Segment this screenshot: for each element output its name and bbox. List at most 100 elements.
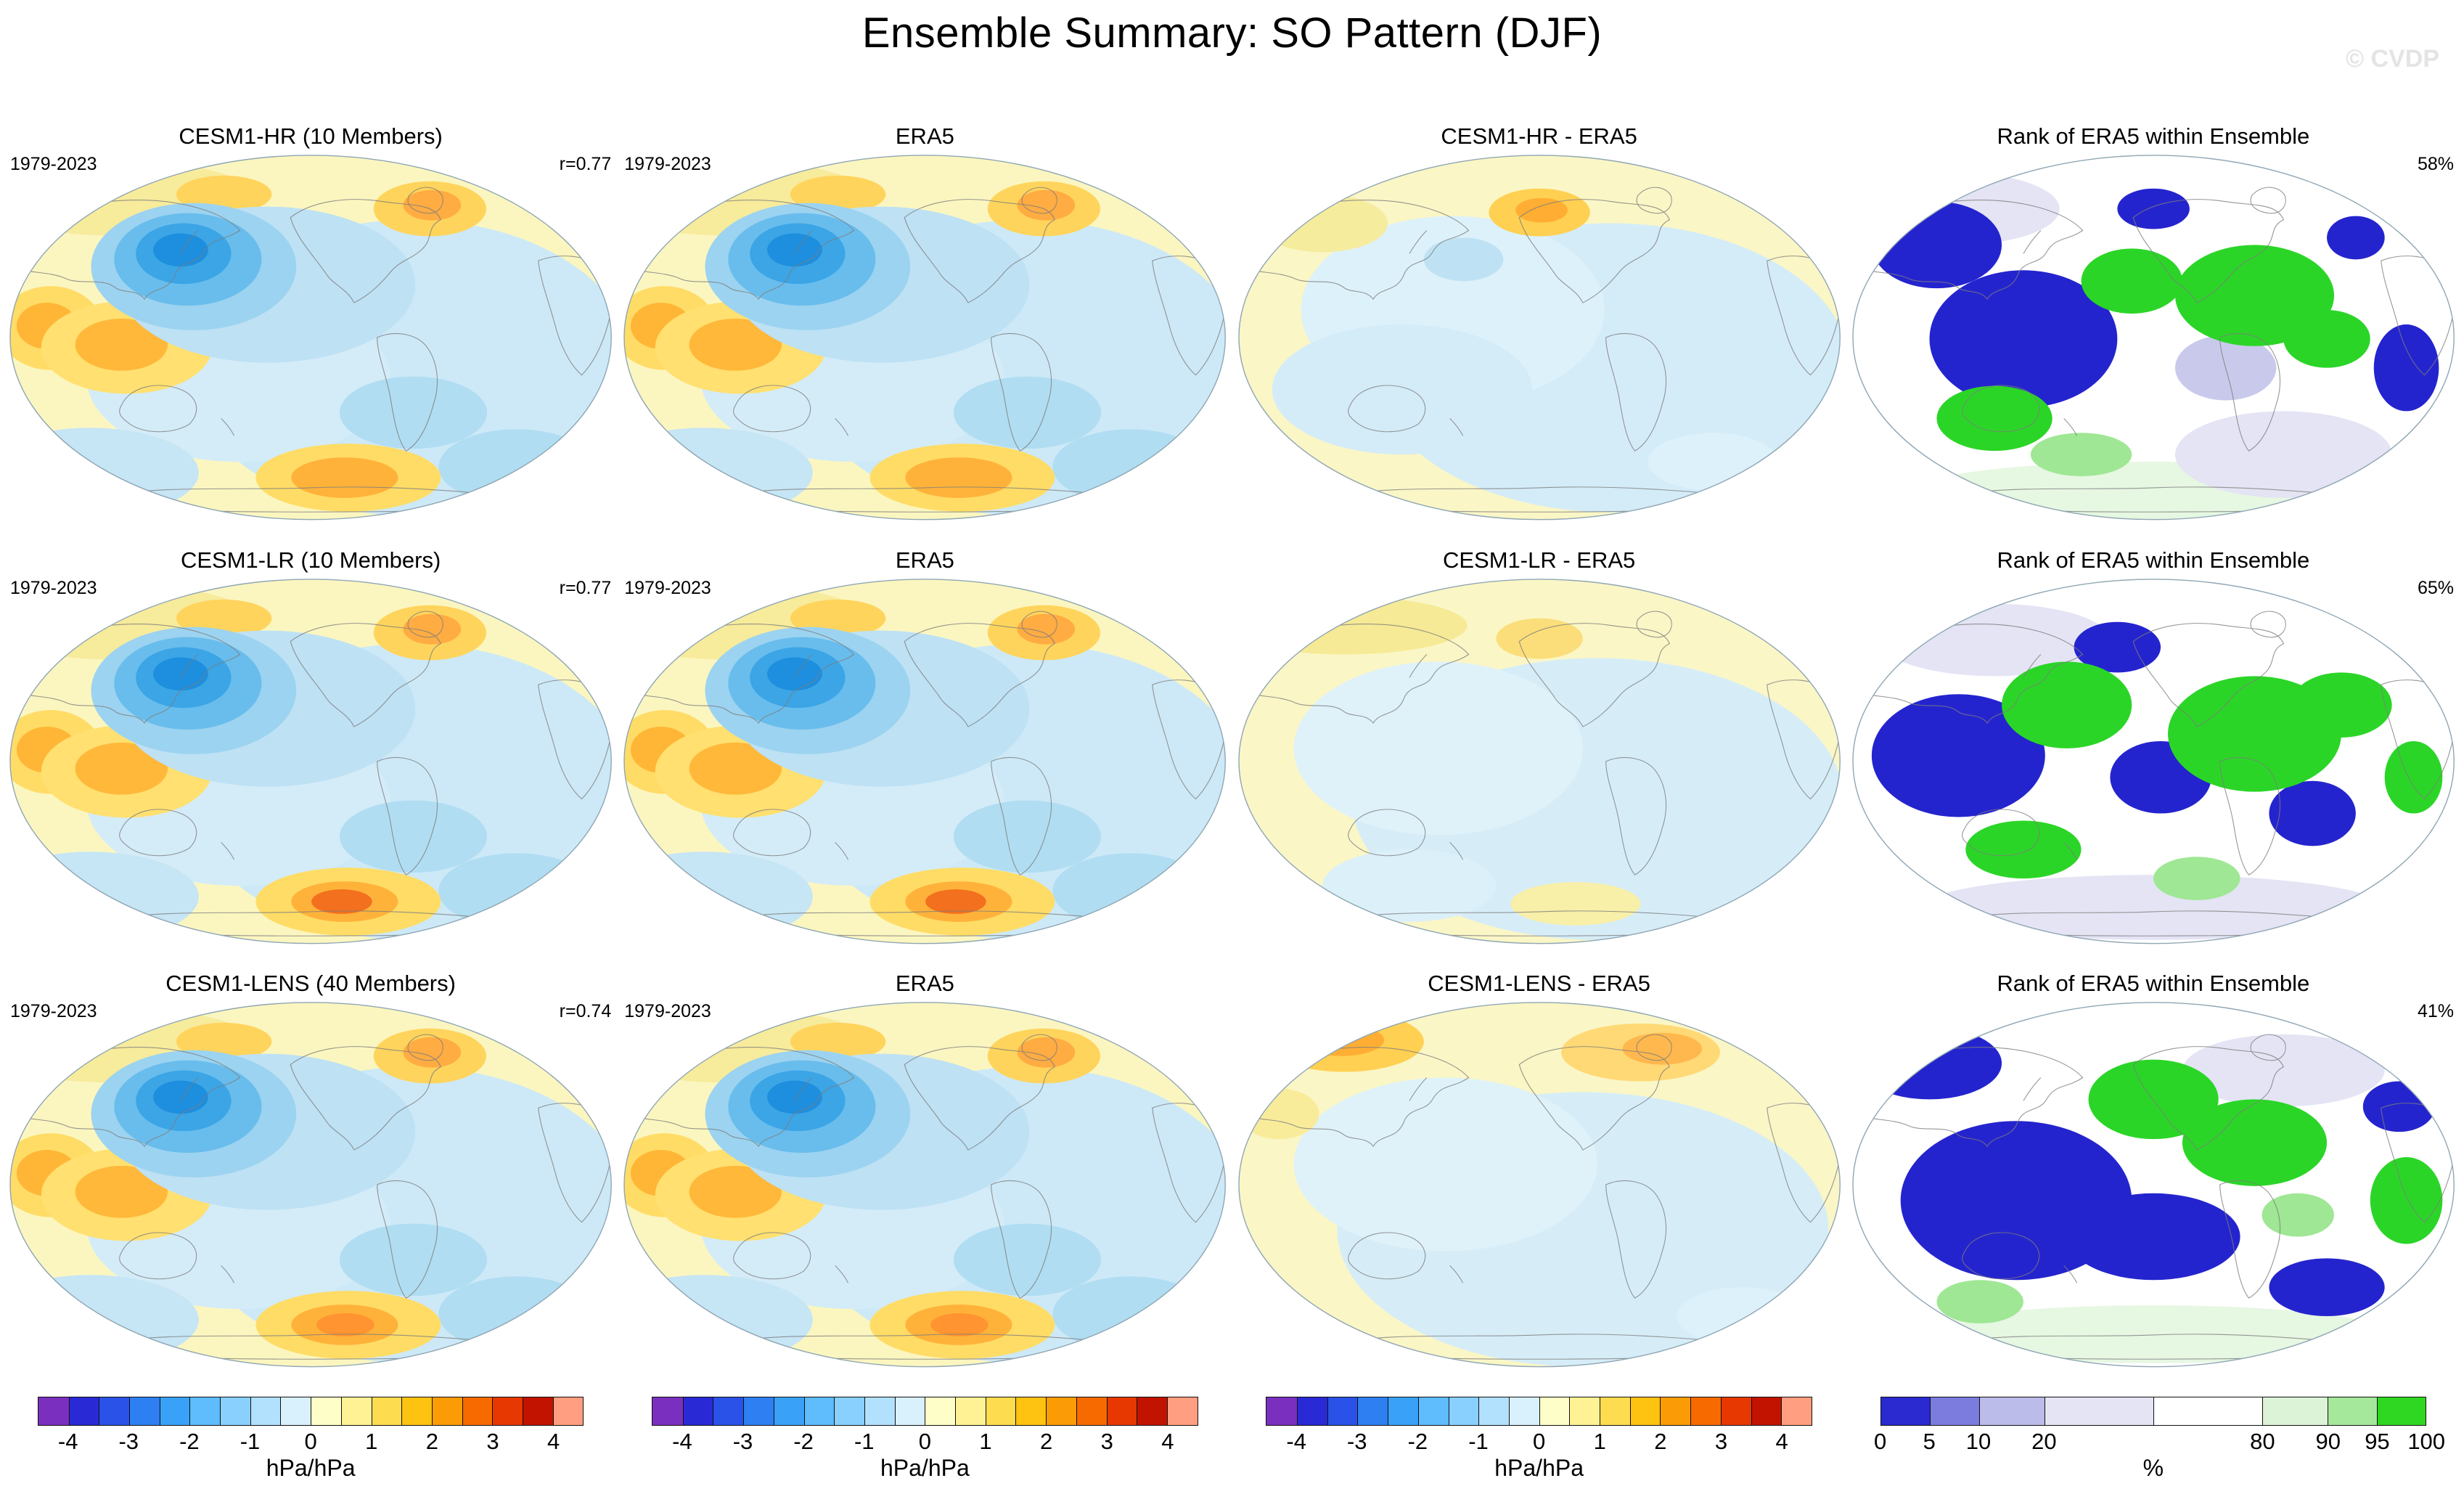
colorbar-segment [462,1397,494,1425]
colorbar-segment [834,1397,865,1425]
tick-label: -1 [240,1429,261,1454]
colorbar-segment [159,1397,191,1425]
map-rank-row2 [1852,1002,2455,1368]
panel-grid: CESM1-HR (10 Members) 1979-2023 r=0.77 E… [7,122,2457,1371]
colorbar-segment [1137,1397,1168,1425]
colorbar-ticks: -4 -3 -2 -1 0 1 2 3 4 [1266,1426,1812,1455]
panel-era5-row2: ERA5 1979-2023 [621,969,1228,1371]
map-era5-row0 [623,155,1227,520]
colorbar-anomaly-1: -4 -3 -2 -1 0 1 2 3 4 hPa/hPa [37,1397,584,1482]
tick-label: -3 [118,1429,139,1454]
colorbar-segment [280,1397,312,1425]
colorbar-unit-label: % [2142,1455,2164,1481]
panel-cesm1-hr: CESM1-HR (10 Members) 1979-2023 r=0.77 [7,122,614,524]
cvdp-watermark: © CVDP [2346,45,2439,73]
colorbar-segment [1417,1397,1449,1425]
tick-label: -1 [1468,1429,1489,1454]
colorbar-segment [803,1397,835,1425]
colorbar-segment [401,1397,433,1425]
colorbar-segment [1880,1397,1931,1425]
colorbar-segment [189,1397,221,1425]
panel-title: CESM1-LENS - ERA5 [1428,971,1650,997]
tick-label: -4 [1286,1429,1306,1454]
colorbar-segment [68,1397,100,1425]
panel-title: Rank of ERA5 within Ensemble [1997,123,2310,149]
tick-label: -1 [854,1429,875,1454]
colorbar-ticks: -4 -3 -2 -1 0 1 2 3 4 [38,1426,584,1455]
colorbar-segment [955,1397,986,1425]
period-label: 1979-2023 [10,1001,97,1022]
tick-label: -2 [793,1429,814,1454]
colorbar-segment [2262,1397,2329,1425]
colorbar-segment [523,1397,554,1425]
panel-title: ERA5 [895,123,954,149]
colorbar-unit-label: hPa/hPa [266,1455,356,1481]
panel-title: ERA5 [895,971,954,997]
colorbar-segment [1388,1397,1419,1425]
colorbar-segment [1751,1397,1782,1425]
colorbar-segment [2153,1397,2263,1425]
tick-label: 3 [1100,1429,1113,1454]
colorbar-segment [682,1397,714,1425]
colorbar-segment [1015,1397,1047,1425]
colorbar-segment [1357,1397,1389,1425]
figure-title: Ensemble Summary: SO Pattern (DJF) [861,9,1603,57]
tick-label: -3 [1346,1429,1367,1454]
panel-era5-row0: ERA5 1979-2023 [621,122,1228,524]
colorbar-segment [492,1397,524,1425]
colorbar-rank: 0 5 10 20 80 90 95 100% [1874,1397,2445,1482]
tick-label: 20 [2031,1429,2057,1454]
colorbar-gradient [1266,1397,1812,1426]
colorbar-gradient [1880,1397,2427,1426]
colorbar-segment [1720,1397,1752,1425]
tick-label: -3 [732,1429,753,1454]
tick-label: 0 [304,1429,317,1454]
colorbar-segment [1660,1397,1692,1425]
tick-label: 2 [1039,1429,1053,1454]
correlation-label: r=0.77 [559,154,612,174]
period-label: 1979-2023 [624,154,711,174]
rank-percent-label: 58% [2417,154,2454,174]
tick-label: 4 [547,1429,560,1454]
colorbar-segment [311,1397,342,1425]
colorbar-segment [2328,1397,2378,1425]
colorbar-segment [1539,1397,1571,1425]
tick-label: 90 [2315,1429,2341,1454]
panel-title: CESM1-LR (10 Members) [180,547,441,573]
tick-label: 0 [1533,1429,1546,1454]
panel-rank-row2: Rank of ERA5 within Ensemble 41% [1850,969,2457,1371]
map-cesm1-lr-minus-era5 [1237,578,1841,944]
tick-label: 80 [2250,1429,2275,1454]
colorbar-segment [1076,1397,1108,1425]
tick-label: 3 [486,1429,499,1454]
colorbar-ticks: 0 5 10 20 80 90 95 100 [1874,1426,2445,1455]
panel-cesm1-lens-minus-era5: CESM1-LENS - ERA5 [1236,969,1843,1371]
colorbar-anomaly-3: -4 -3 -2 -1 0 1 2 3 4 hPa/hPa [1266,1397,1812,1482]
colorbar-segment [1297,1397,1328,1425]
period-label: 1979-2023 [10,154,97,174]
colorbar-segment [38,1397,69,1425]
tick-label: -4 [672,1429,692,1454]
tick-label: 1 [1593,1429,1606,1454]
colorbar-segment [431,1397,463,1425]
colorbar-segment [713,1397,745,1425]
colorbar-segment [340,1397,372,1425]
map-cesm1-lens [9,1002,612,1368]
colorbar-segment [1448,1397,1480,1425]
colorbar-segment [743,1397,774,1425]
panel-cesm1-hr-minus-era5: CESM1-HR - ERA5 [1236,122,1843,524]
panel-title: Rank of ERA5 within Ensemble [1997,547,2310,573]
colorbar-segment [1781,1397,1812,1425]
colorbar-segment [552,1397,584,1425]
panel-cesm1-lr-minus-era5: CESM1-LR - ERA5 [1236,546,1843,948]
colorbar-row: -4 -3 -2 -1 0 1 2 3 4 hPa/hPa -4 -3 -2 -1 0 1 2 3 4 hPa/hP… [7,1397,2457,1482]
map-cesm1-hr [9,155,612,520]
colorbar-segment [773,1397,805,1425]
colorbar-segment [985,1397,1017,1425]
colorbar-segment [925,1397,957,1425]
map-cesm1-lens-minus-era5 [1237,1002,1841,1368]
colorbar-anomaly-2: -4 -3 -2 -1 0 1 2 3 4 hPa/hPa [652,1397,1198,1482]
colorbar-segment [1569,1397,1600,1425]
colorbar-segment [128,1397,160,1425]
colorbar-gradient [37,1397,584,1426]
